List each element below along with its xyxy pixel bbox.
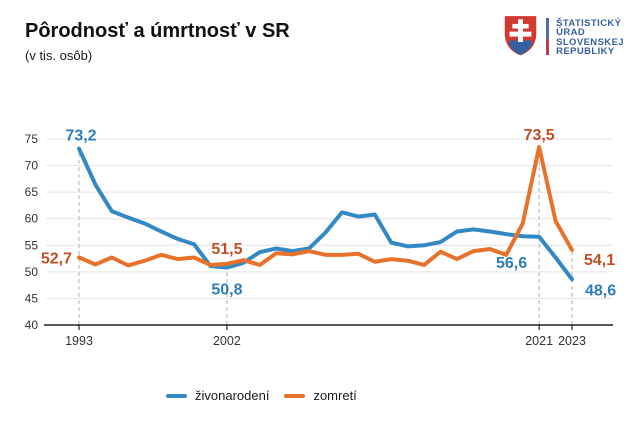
svg-text:45: 45 <box>25 291 39 305</box>
value-label-živonarodení-2002: 50,8 <box>211 282 242 299</box>
legend-item-1: zomretí <box>284 388 357 403</box>
shield-hills <box>508 38 533 55</box>
value-labels: 73,2 52,7 51,5 50,8 73,5 56,6 54,1 48,6 <box>41 127 616 299</box>
value-label-zomretí-2021: 73,5 <box>524 127 555 144</box>
svg-text:65: 65 <box>25 185 39 199</box>
value-label-živonarodení-2023: 48,6 <box>585 282 616 299</box>
page-title: Pôrodnosť a úmrtnosť v SR <box>25 20 290 42</box>
page-subtitle: (v tis. osôb) <box>25 48 93 63</box>
x-axis-labels: 1993 2002 2021 2023 <box>65 334 586 348</box>
series-line-0 <box>77 146 574 282</box>
double-cross <box>509 19 532 42</box>
value-label-zomretí-1993: 52,7 <box>41 251 72 268</box>
svg-text:2023: 2023 <box>558 334 586 348</box>
logo-line-4: REPUBLIKY <box>556 46 615 58</box>
value-label-živonarodení-2021: 56,6 <box>496 255 527 272</box>
svg-text:40: 40 <box>25 318 39 332</box>
svg-text:2021: 2021 <box>525 334 553 348</box>
series-lines <box>77 144 574 282</box>
title-block: Pôrodnosť a úmrtnosť v SR (v tis. osôb) <box>25 20 290 63</box>
logo-wordmark: ŠTATISTICKÝ ÚRAD SLOVENSKEJ REPUBLIKY <box>556 13 624 57</box>
slovak-coat-of-arms-icon <box>504 16 537 56</box>
line-chart: 40 45 50 55 60 65 70 75 1993 2002 2021 2023 73,2 52,7… <box>25 127 617 348</box>
legend-label: živonarodení <box>195 388 270 403</box>
svg-text:1993: 1993 <box>65 334 93 348</box>
gridlines <box>46 138 612 299</box>
legend-swatch-icon <box>284 393 306 398</box>
value-label-zomretí-2023: 54,1 <box>584 252 615 269</box>
legend-swatch-icon <box>166 393 187 398</box>
logo-line-1: ŠTATISTICKÝ <box>556 18 622 29</box>
statistical-office-logo: ŠTATISTICKÝ ÚRAD SLOVENSKEJ REPUBLIKY <box>502 13 624 58</box>
value-label-živonarodení-1993: 73,2 <box>65 128 96 145</box>
svg-text:75: 75 <box>25 132 39 146</box>
chart-legend: živonarodení zomretí <box>166 388 357 403</box>
legend-label: zomretí <box>313 388 357 403</box>
dashed-guide-lines <box>78 146 573 325</box>
series-line-1 <box>77 144 574 268</box>
logo-line-2: ÚRAD <box>556 27 586 39</box>
svg-text:55: 55 <box>25 238 39 252</box>
y-axis-labels: 40 45 50 55 60 65 70 75 <box>25 132 39 332</box>
svg-text:60: 60 <box>25 212 39 226</box>
svg-text:50: 50 <box>25 265 39 279</box>
svg-text:70: 70 <box>25 159 39 173</box>
x-axis <box>44 324 613 330</box>
svg-text:2002: 2002 <box>213 334 241 348</box>
logo-line-3: SLOVENSKEJ <box>556 36 624 48</box>
legend-item-0: živonarodení <box>166 388 269 403</box>
logo-divider <box>546 18 550 55</box>
value-label-zomretí-2002: 51,5 <box>211 241 242 258</box>
